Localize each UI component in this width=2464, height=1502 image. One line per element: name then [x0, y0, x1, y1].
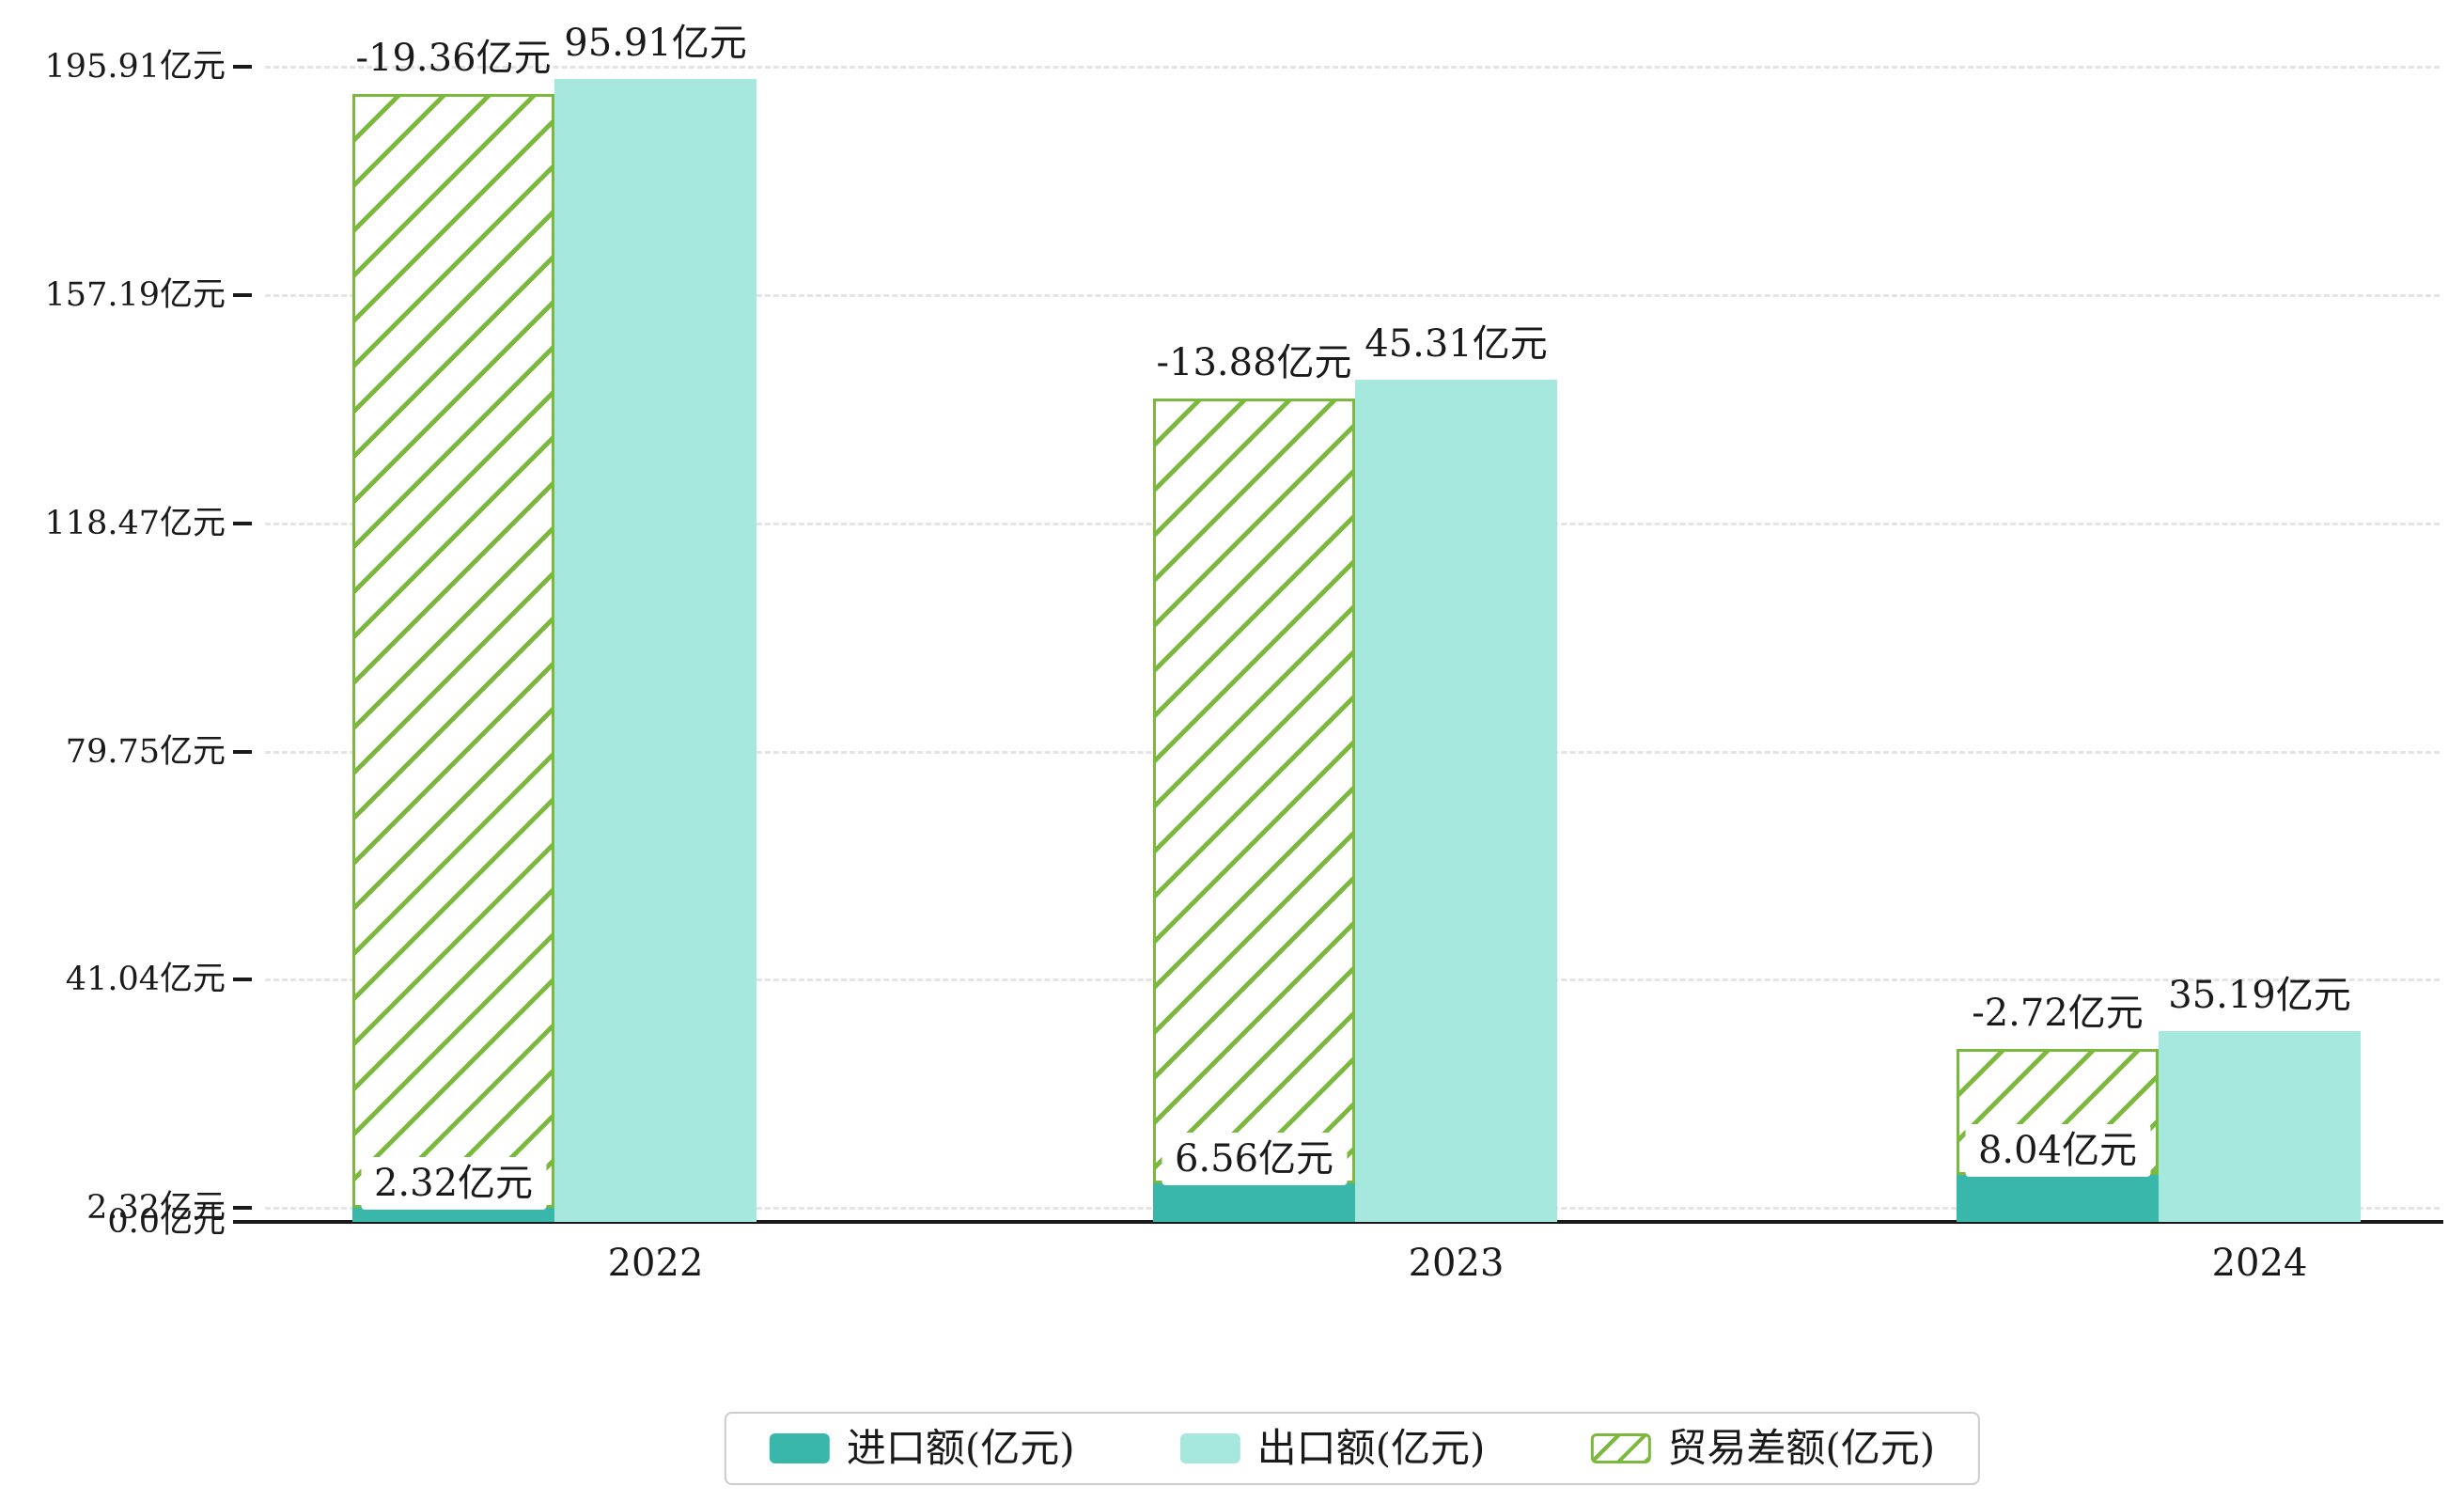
x-tick-label-2023: 2023	[1408, 1242, 1505, 1285]
y-tick-label: 157.19亿元	[44, 275, 226, 314]
x-tick-label-2022: 2022	[607, 1242, 704, 1285]
bar-trade-diff-2022	[352, 94, 554, 1209]
label-import-2024: 8.04亿元	[1964, 1123, 2151, 1177]
y-tick-mark	[233, 978, 252, 982]
y-tick-mark	[233, 749, 252, 754]
bar-import-2023	[1153, 1182, 1355, 1222]
y-tick-mark	[233, 1206, 252, 1211]
gridline	[265, 65, 2440, 69]
legend-item-trade-diff: 贸易差额(亿元)	[1590, 1425, 1935, 1472]
x-tick-label-2024: 2024	[2211, 1242, 2308, 1285]
bar-export-2024	[2159, 1031, 2361, 1222]
label-trade-diff-2022: -19.36亿元	[355, 37, 552, 81]
bar-import-2024	[1957, 1174, 2159, 1222]
label-trade-diff-2023: -13.88亿元	[1156, 341, 1352, 384]
y-tick-label: 118.47亿元	[44, 504, 226, 542]
label-import-2023: 6.56亿元	[1161, 1132, 1348, 1185]
y-tick-mark	[233, 292, 252, 297]
legend-label-trade-diff: 贸易差额(亿元)	[1667, 1425, 1936, 1471]
gridline	[265, 293, 2440, 297]
legend-label-import: 进口额(亿元)	[846, 1425, 1075, 1471]
label-trade-diff-2024: -2.72亿元	[1972, 991, 2144, 1035]
bar-trade-diff-2023	[1153, 399, 1355, 1183]
y-tick-label: 79.75亿元	[65, 732, 226, 771]
legend-swatch-import	[769, 1433, 830, 1463]
legend-label-export: 出口额(亿元)	[1256, 1425, 1486, 1471]
label-import-2022: 2.32亿元	[360, 1157, 547, 1211]
label-export-2023: 45.31亿元	[1365, 321, 1548, 366]
y-tick-label: 0.0亿元	[107, 1203, 226, 1241]
legend-swatch-export	[1179, 1433, 1240, 1463]
y-tick-mark	[233, 521, 252, 525]
legend-item-export: 出口额(亿元)	[1179, 1425, 1486, 1472]
bar-export-2023	[1355, 379, 1557, 1222]
legend-item-import: 进口额(亿元)	[769, 1425, 1075, 1472]
x-axis-line	[252, 1220, 2443, 1224]
y-tick-label: 195.91亿元	[44, 47, 226, 86]
label-export-2022: 95.91亿元	[564, 21, 747, 65]
label-export-2024: 35.19亿元	[2168, 974, 2351, 1018]
legend-swatch-trade-diff	[1590, 1433, 1651, 1463]
bar-export-2022	[554, 78, 756, 1222]
bar-import-2022	[352, 1208, 554, 1222]
y-tick-label: 41.04亿元	[65, 961, 226, 999]
y-tick-mark	[233, 1220, 252, 1224]
y-tick-mark	[233, 64, 252, 69]
legend: 进口额(亿元) 出口额(亿元) 贸易差额(亿元)	[724, 1412, 1981, 1485]
y-tick-label: 2.32亿元	[86, 1189, 226, 1228]
